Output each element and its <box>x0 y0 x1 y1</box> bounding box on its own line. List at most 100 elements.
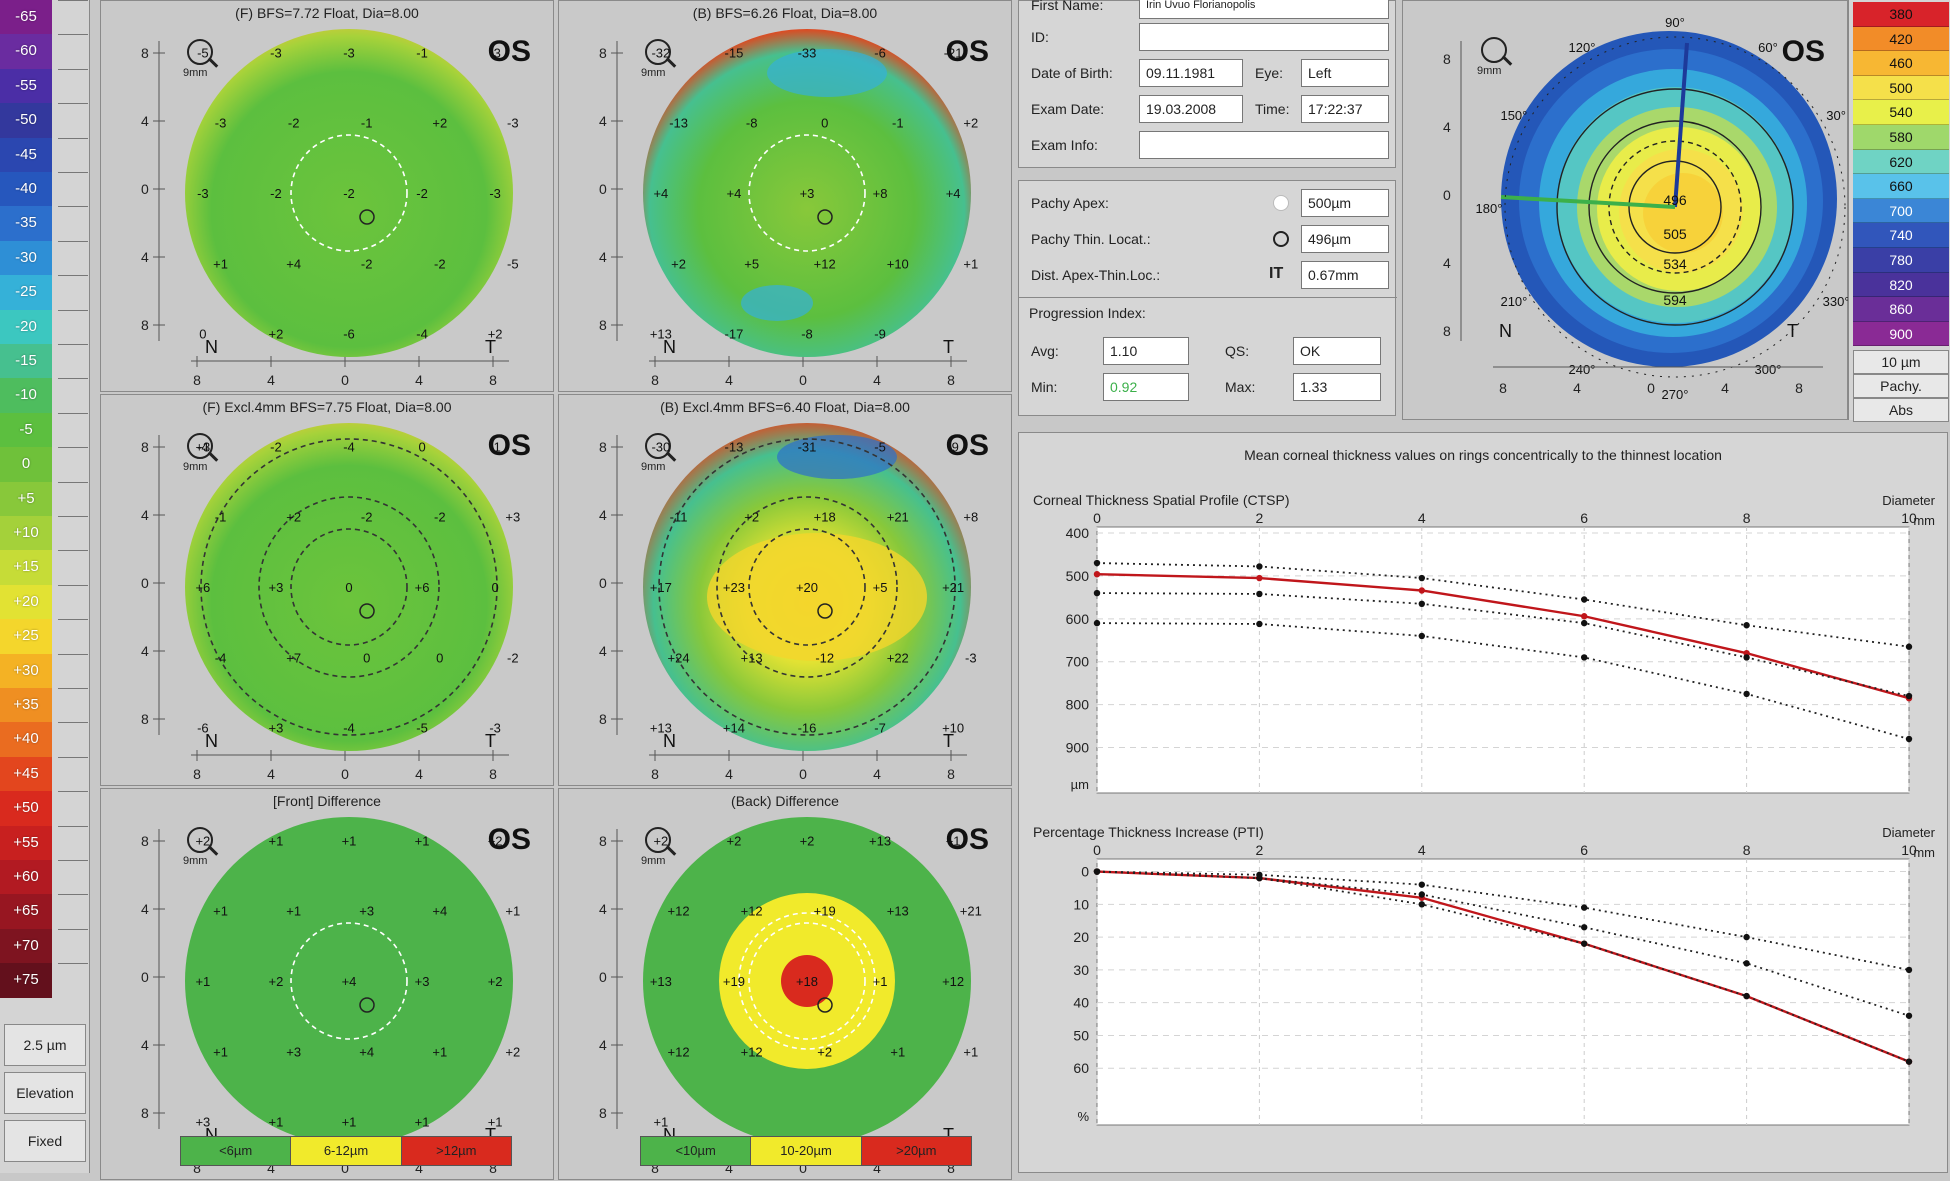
time-field[interactable]: 17:22:37 <box>1301 95 1389 123</box>
angle-label: 60° <box>1758 40 1778 55</box>
data-point <box>1093 868 1101 875</box>
elevation-value: -8 <box>801 327 813 342</box>
pachy-ring <box>1643 173 1723 253</box>
mode-button[interactable]: Elevation <box>4 1072 86 1114</box>
data-point <box>1256 563 1263 570</box>
id-field[interactable] <box>1139 23 1389 51</box>
scale-label: -5 <box>19 420 33 438</box>
data-point <box>1093 559 1101 567</box>
thinnest-point-marker <box>817 209 833 225</box>
angle-label: 180° <box>1476 201 1503 216</box>
map-axes: 8 8 4 4 0 0 4 4 8 8 <box>141 435 509 782</box>
scale-swatch <box>0 378 52 413</box>
fixed-button[interactable]: Fixed <box>4 1120 86 1162</box>
x-tick-label: 4 <box>267 766 275 782</box>
avg-field[interactable]: 1.10 <box>1103 337 1189 365</box>
elevation-value: +3 <box>505 510 520 525</box>
x-tick-label: 4 <box>873 1160 881 1176</box>
zoom-control[interactable]: 9mm <box>1477 37 1517 81</box>
scale-label: +50 <box>13 799 39 817</box>
y-tick-label: 8 <box>1443 51 1451 67</box>
back-elevation-map[interactable]: 8 8 4 4 0 0 4 4 8 8 -32 -15 -33 -6 -21 -13 -8 0 -1 +2 +4 +4 +3… <box>559 1 1013 393</box>
scale-swatch <box>0 344 52 379</box>
pachy-type-button[interactable]: Pachy. <box>1853 374 1949 398</box>
x-axis-unit: mm <box>1913 845 1935 860</box>
elevation-value: +8 <box>963 510 978 525</box>
qs-field[interactable]: OK <box>1293 337 1381 365</box>
dist-apex-field[interactable]: 0.67mm <box>1301 261 1389 289</box>
temporal-label: T <box>943 731 954 751</box>
zoom-control[interactable]: 9mm <box>183 39 223 83</box>
pachy-scale-step: 500 <box>1853 75 1949 101</box>
zoom-control[interactable]: 9mm <box>641 827 681 871</box>
map-title: (Back) Difference <box>731 793 839 809</box>
front-elevation-map[interactable]: 8 8 4 4 0 0 4 4 8 8 -5 -3 -3 -1 -3 -3 -2 -1 +2 -3 -3 -2 -2 -2 -3… <box>101 1 555 393</box>
elevation-value: +12 <box>741 1044 763 1059</box>
pachy-map-panel: 9mm OS 90°60°30°0°330°300°270°240°210°18… <box>1402 0 1849 421</box>
pachy-step-button[interactable]: 10 µm <box>1853 350 1949 374</box>
exam-date-field[interactable]: 19.03.2008 <box>1139 95 1243 123</box>
zoom-label: 9mm <box>183 67 208 79</box>
exam-info-field[interactable] <box>1139 131 1389 159</box>
y-tick-label: 900 <box>1066 740 1090 756</box>
pachy-scale-step: 540 <box>1853 100 1949 125</box>
elevation-value: +5 <box>873 580 888 595</box>
x-tick-label: 8 <box>193 766 201 782</box>
eye-label: OS <box>487 429 531 462</box>
zoom-control[interactable]: 9mm <box>183 433 223 477</box>
scale-tick <box>58 309 88 344</box>
min-field[interactable]: 0.92 <box>1103 373 1189 401</box>
scale-step: +65 <box>0 894 90 929</box>
scale-tick <box>58 860 88 894</box>
first-name-field[interactable]: Irin Uvuo Florianopolis <box>1139 0 1389 19</box>
scale-step: -5 <box>0 412 90 448</box>
back-difference-map[interactable]: 8 8 4 4 0 0 4 4 8 8 +2 +2 +2 +13 +1 +12 +12 +19 +13 +21 +13 +… <box>559 789 1013 1181</box>
elevation-value: -13 <box>669 116 688 131</box>
elevation-value: +3 <box>269 580 284 595</box>
scale-step: -35 <box>0 206 90 241</box>
front-difference-map[interactable]: 8 8 4 4 0 0 4 4 8 8 +2 +1 +1 +1 +2 +1 +1 +3 +4 +1 +1 +2 +4 +3 +2… <box>101 789 555 1181</box>
magnifier-icon <box>187 39 213 65</box>
iso-line <box>1588 120 1762 294</box>
back-excl-elevation-map[interactable]: 8 8 4 4 0 0 4 4 8 8 -30 -13 -31 -5 -9 -11 +2 +18 +21 +8 +17 +… <box>559 395 1013 787</box>
elevation-value: +1 <box>873 974 888 989</box>
zoom-control[interactable]: 9mm <box>183 827 223 871</box>
dob-field[interactable]: 09.11.1981 <box>1139 59 1243 87</box>
eye-field[interactable]: Left <box>1301 59 1389 87</box>
ring-4mm <box>748 528 866 646</box>
elevation-value: +3 <box>269 721 284 736</box>
elevation-value: -2 <box>434 510 446 525</box>
scale-swatch <box>0 481 52 516</box>
scale-label: +20 <box>13 592 39 610</box>
elevation-value: +2 <box>817 1044 832 1059</box>
elevation-value: +10 <box>887 256 909 271</box>
temporal-label: T <box>943 1125 954 1145</box>
pachy-value: 505 <box>1663 226 1687 242</box>
elevation-disc <box>643 29 971 357</box>
x-tick-label: 4 <box>415 766 423 782</box>
x-tick-label: 8 <box>489 1160 497 1176</box>
elevation-value: 0 <box>436 650 443 665</box>
elevation-value: +12 <box>814 256 836 271</box>
y-tick-label: 4 <box>599 507 607 523</box>
pachy-thin-label: Pachy Thin. Locat.: <box>1031 231 1151 247</box>
eye-label: OS <box>1781 35 1825 68</box>
x-tick-label: 4 <box>873 766 881 782</box>
scale-step: +5 <box>0 481 90 516</box>
nasal-label: N <box>1499 321 1512 341</box>
zoom-control[interactable]: 9mm <box>641 433 681 477</box>
step-button[interactable]: 2.5 µm <box>4 1024 86 1066</box>
pachy-map[interactable]: 90°60°30°0°330°300°270°240°210°180°150°1… <box>1403 1 1849 421</box>
elevation-value: -3 <box>489 721 501 736</box>
elevation-value: -3 <box>343 45 355 60</box>
elevation-value: +24 <box>668 650 690 665</box>
zoom-control[interactable]: 9mm <box>641 39 681 83</box>
max-field[interactable]: 1.33 <box>1293 373 1381 401</box>
pachy-abs-button[interactable]: Abs <box>1853 398 1949 422</box>
data-point <box>1905 643 1913 650</box>
legend-item: 10-20µm <box>751 1137 862 1165</box>
pachy-apex-field[interactable]: 500µm <box>1301 189 1389 217</box>
elevation-value: -2 <box>361 256 373 271</box>
pachy-thin-field[interactable]: 496µm <box>1301 225 1389 253</box>
